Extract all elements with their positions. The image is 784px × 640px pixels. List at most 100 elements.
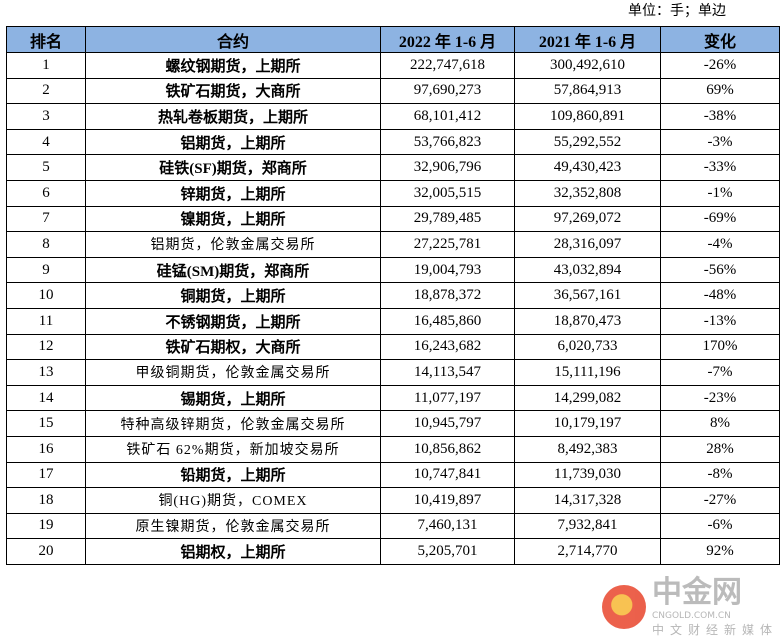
- contract-cell: 铁矿石 62%期货，新加坡交易所: [85, 435, 381, 463]
- rank-cell: 3: [6, 103, 86, 130]
- table-row: 18 铜(HG)期货，COMEX 10,419,897 14,317,328 -27%: [6, 487, 780, 514]
- change-cell: 69%: [660, 77, 780, 105]
- contract-cell: 铝期权，上期所: [85, 538, 381, 565]
- volume-2022-cell: 5,205,701: [380, 538, 515, 565]
- contract-cell: 硅锰(SM)期货，郑商所: [85, 256, 381, 284]
- volume-2021-cell: 32,352,808: [514, 179, 661, 207]
- rank-cell: 7: [6, 205, 86, 233]
- volume-2021-cell: 14,317,328: [514, 487, 661, 514]
- table-row: 15 特种高级锌期货，伦敦金属交易所 10,945,797 10,179,197 8%: [6, 410, 780, 437]
- contract-cell: 铝期货，伦敦金属交易所: [85, 231, 381, 258]
- change-cell: -26%: [660, 52, 780, 79]
- change-cell: -23%: [660, 384, 780, 412]
- change-cell: -69%: [660, 205, 780, 233]
- table-row: 14 锡期货，上期所 11,077,197 14,299,082 -23%: [6, 384, 780, 412]
- table-row: 7 镍期货，上期所 29,789,485 97,269,072 -69%: [6, 205, 780, 233]
- volume-2022-cell: 18,878,372: [380, 282, 515, 309]
- table-row: 12 铁矿石期权，大商所 16,243,682 6,020,733 170%: [6, 333, 780, 361]
- volume-2021-cell: 109,860,891: [514, 103, 661, 130]
- contract-cell: 锡期货，上期所: [85, 384, 381, 412]
- volume-2022-cell: 32,906,796: [380, 154, 515, 181]
- rank-cell: 6: [6, 179, 86, 207]
- contract-cell: 铁矿石期权，大商所: [85, 333, 381, 361]
- table-row: 5 硅铁(SF)期货，郑商所 32,906,796 49,430,423 -33%: [6, 154, 780, 181]
- contract-cell: 特种高级锌期货，伦敦金属交易所: [85, 410, 381, 437]
- table-row: 17 铅期货，上期所 10,747,841 11,739,030 -8%: [6, 461, 780, 489]
- rank-cell: 17: [6, 461, 86, 489]
- header-row: 排名 合约 2022 年 1-6 月 2021 年 1-6 月 变化: [6, 26, 780, 53]
- change-cell: -33%: [660, 154, 780, 181]
- rank-cell: 19: [6, 512, 86, 540]
- volume-2022-cell: 10,419,897: [380, 487, 515, 514]
- volume-2022-cell: 32,005,515: [380, 179, 515, 207]
- volume-2021-cell: 18,870,473: [514, 307, 661, 335]
- table-row: 19 原生镍期货，伦敦金属交易所 7,460,131 7,932,841 -6%: [6, 512, 780, 540]
- change-cell: -4%: [660, 231, 780, 258]
- rank-cell: 4: [6, 128, 86, 156]
- change-cell: -7%: [660, 359, 780, 386]
- volume-2022-cell: 10,945,797: [380, 410, 515, 437]
- volume-2022-cell: 27,225,781: [380, 231, 515, 258]
- contract-cell: 铁矿石期货，大商所: [85, 77, 381, 105]
- header-contract: 合约: [85, 26, 381, 53]
- volume-2021-cell: 10,179,197: [514, 410, 661, 437]
- header-rank: 排名: [6, 26, 86, 53]
- volume-2021-cell: 14,299,082: [514, 384, 661, 412]
- volume-2021-cell: 97,269,072: [514, 205, 661, 233]
- table-row: 3 热轧卷板期货，上期所 68,101,412 109,860,891 -38%: [6, 103, 780, 130]
- change-cell: -6%: [660, 512, 780, 540]
- volume-2022-cell: 7,460,131: [380, 512, 515, 540]
- change-cell: 170%: [660, 333, 780, 361]
- change-cell: 92%: [660, 538, 780, 565]
- table-row: 2 铁矿石期货，大商所 97,690,273 57,864,913 69%: [6, 77, 780, 105]
- contract-cell: 热轧卷板期货，上期所: [85, 103, 381, 130]
- volume-2021-cell: 28,316,097: [514, 231, 661, 258]
- contract-cell: 铅期货，上期所: [85, 461, 381, 489]
- volume-2022-cell: 68,101,412: [380, 103, 515, 130]
- contract-cell: 甲级铜期货，伦敦金属交易所: [85, 359, 381, 386]
- volume-2022-cell: 222,747,618: [380, 52, 515, 79]
- volume-2021-cell: 6,020,733: [514, 333, 661, 361]
- contract-cell: 铜期货，上期所: [85, 282, 381, 309]
- contract-cell: 镍期货，上期所: [85, 205, 381, 233]
- table-row: 11 不锈钢期货，上期所 16,485,860 18,870,473 -13%: [6, 307, 780, 335]
- rank-cell: 15: [6, 410, 86, 437]
- rank-cell: 18: [6, 487, 86, 514]
- table-row: 8 铝期货，伦敦金属交易所 27,225,781 28,316,097 -4%: [6, 231, 780, 258]
- contract-cell: 螺纹钢期货，上期所: [85, 52, 381, 79]
- volume-2022-cell: 16,243,682: [380, 333, 515, 361]
- unit-note: 单位：手；单边: [628, 4, 726, 19]
- change-cell: -8%: [660, 461, 780, 489]
- rank-cell: 12: [6, 333, 86, 361]
- table-row: 16 铁矿石 62%期货，新加坡交易所 10,856,862 8,492,383 28%: [6, 435, 780, 463]
- rank-cell: 8: [6, 231, 86, 258]
- volume-2022-cell: 14,113,547: [380, 359, 515, 386]
- change-cell: 8%: [660, 410, 780, 437]
- volume-2022-cell: 16,485,860: [380, 307, 515, 335]
- volume-2021-cell: 49,430,423: [514, 154, 661, 181]
- volume-2021-cell: 57,864,913: [514, 77, 661, 105]
- rank-cell: 16: [6, 435, 86, 463]
- volume-2022-cell: 29,789,485: [380, 205, 515, 233]
- rank-cell: 10: [6, 282, 86, 309]
- volume-2022-cell: 10,856,862: [380, 435, 515, 463]
- volume-2021-cell: 43,032,894: [514, 256, 661, 284]
- rank-cell: 9: [6, 256, 86, 284]
- volume-2021-cell: 7,932,841: [514, 512, 661, 540]
- rank-cell: 20: [6, 538, 86, 565]
- table-row: 1 螺纹钢期货，上期所 222,747,618 300,492,610 -26%: [6, 52, 780, 79]
- volume-2022-cell: 19,004,793: [380, 256, 515, 284]
- volume-2021-cell: 2,714,770: [514, 538, 661, 565]
- table-row: 10 铜期货，上期所 18,878,372 36,567,161 -48%: [6, 282, 780, 309]
- volume-2021-cell: 8,492,383: [514, 435, 661, 463]
- table-row: 13 甲级铜期货，伦敦金属交易所 14,113,547 15,111,196 -7%: [6, 359, 780, 386]
- rank-cell: 2: [6, 77, 86, 105]
- rank-cell: 13: [6, 359, 86, 386]
- volume-2021-cell: 11,739,030: [514, 461, 661, 489]
- volume-2021-cell: 55,292,552: [514, 128, 661, 156]
- table-row: 20 铝期权，上期所 5,205,701 2,714,770 92%: [6, 538, 780, 565]
- change-cell: -3%: [660, 128, 780, 156]
- volume-2021-cell: 36,567,161: [514, 282, 661, 309]
- change-cell: -1%: [660, 179, 780, 207]
- rank-cell: 14: [6, 384, 86, 412]
